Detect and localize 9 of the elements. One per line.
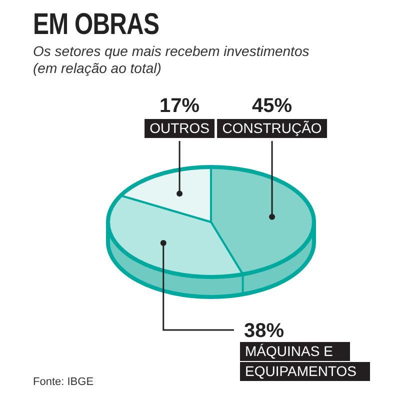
chart-subtitle: Os setores que mais recebem investimentos (em relação ao total)	[33, 43, 310, 76]
slice-label: MÁQUINAS E EQUIPAMENTOS	[245, 343, 357, 379]
data-label: 45%	[252, 95, 292, 117]
data-label: 17%	[160, 95, 200, 117]
slice-label: CONSTRUÇÃO	[222, 120, 322, 136]
source-note: Fonte: IBGE	[33, 376, 94, 388]
chart-title: EM OBRAS	[33, 6, 160, 41]
slice-label: OUTROS	[150, 120, 210, 136]
data-label: 38%	[244, 320, 284, 342]
